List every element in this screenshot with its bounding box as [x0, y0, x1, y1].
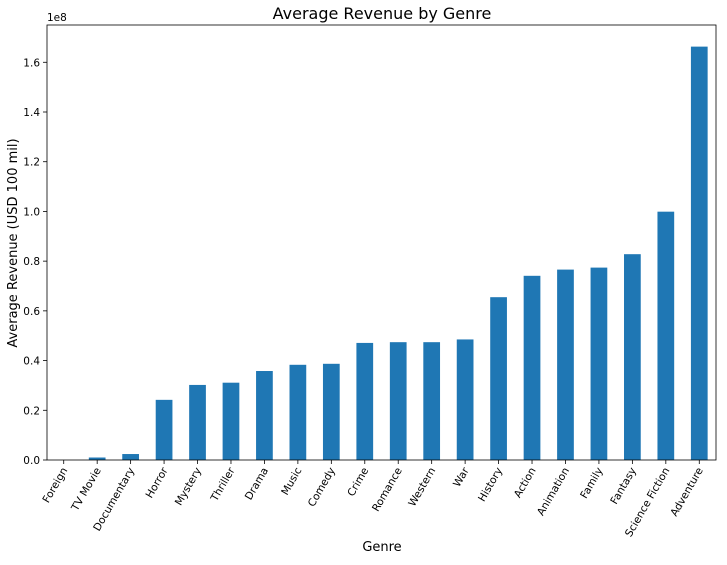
y-axis-title: Average Revenue (USD 100 mil) [6, 138, 21, 347]
x-tick-label: War [451, 465, 472, 489]
y-tick-label: 0.8 [23, 256, 40, 268]
y-axis: 0.0 0.2 0.4 0.6 0.8 1.0 1.2 1.4 1.6 [23, 57, 47, 467]
bar-thriller [222, 382, 240, 460]
bar-music [289, 364, 307, 460]
bar-documentary [122, 454, 139, 460]
bar-western [423, 342, 441, 460]
bar-science-fiction [657, 211, 675, 460]
bar-drama [256, 371, 273, 460]
bar-history [490, 297, 507, 460]
y-tick-label: 0.0 [23, 455, 40, 467]
bar-crime [356, 342, 374, 460]
x-tick-label: TV Movie [69, 466, 104, 514]
x-tick-label: Horror [144, 465, 171, 500]
x-tick-label: History [476, 466, 505, 504]
bar-animation [557, 269, 574, 460]
y-tick-label: 1.2 [23, 157, 40, 169]
x-tick-label: Animation [535, 466, 572, 518]
x-tick-label: Western [406, 466, 438, 509]
bar-action [523, 275, 541, 460]
bar-family [590, 267, 608, 460]
x-tick-label: Thriller [208, 465, 238, 504]
x-tick-label: Family [578, 466, 605, 501]
plot-frame [46, 24, 717, 461]
y-tick-label: 1.4 [23, 107, 40, 119]
x-tick-label: Mystery [173, 466, 204, 508]
x-tick-label: Action [512, 466, 539, 500]
bar-mystery [189, 384, 206, 460]
x-tick-label: Romance [370, 466, 405, 514]
y-tick-label: 0.2 [23, 405, 40, 417]
y-tick-label: 0.4 [23, 356, 40, 368]
y-offset-label: 1e8 [47, 12, 67, 24]
bar-adventure [690, 46, 708, 461]
bar-horror [155, 399, 173, 460]
x-tick-label: Crime [345, 466, 371, 499]
x-tick-label: Foreign [40, 466, 70, 506]
bar-comedy [322, 363, 340, 460]
y-tick-label: 0.6 [23, 306, 40, 318]
bar-romance [389, 342, 407, 460]
bar-tv-movie [88, 457, 106, 460]
x-tick-label: Drama [243, 466, 271, 503]
bar-war [456, 339, 474, 460]
x-tick-label: Comedy [306, 466, 338, 510]
y-tick-label: 1.6 [23, 57, 40, 69]
x-tick-label: Adventure [668, 466, 706, 519]
bar-fantasy [624, 254, 641, 460]
chart-title: Average Revenue by Genre [273, 4, 492, 23]
x-tick-label: Music [279, 465, 304, 497]
y-tick-label: 1.0 [23, 206, 40, 218]
x-axis-title: Genre [362, 540, 401, 555]
bars-group [88, 46, 708, 461]
x-tick-label: Fantasy [608, 466, 639, 507]
